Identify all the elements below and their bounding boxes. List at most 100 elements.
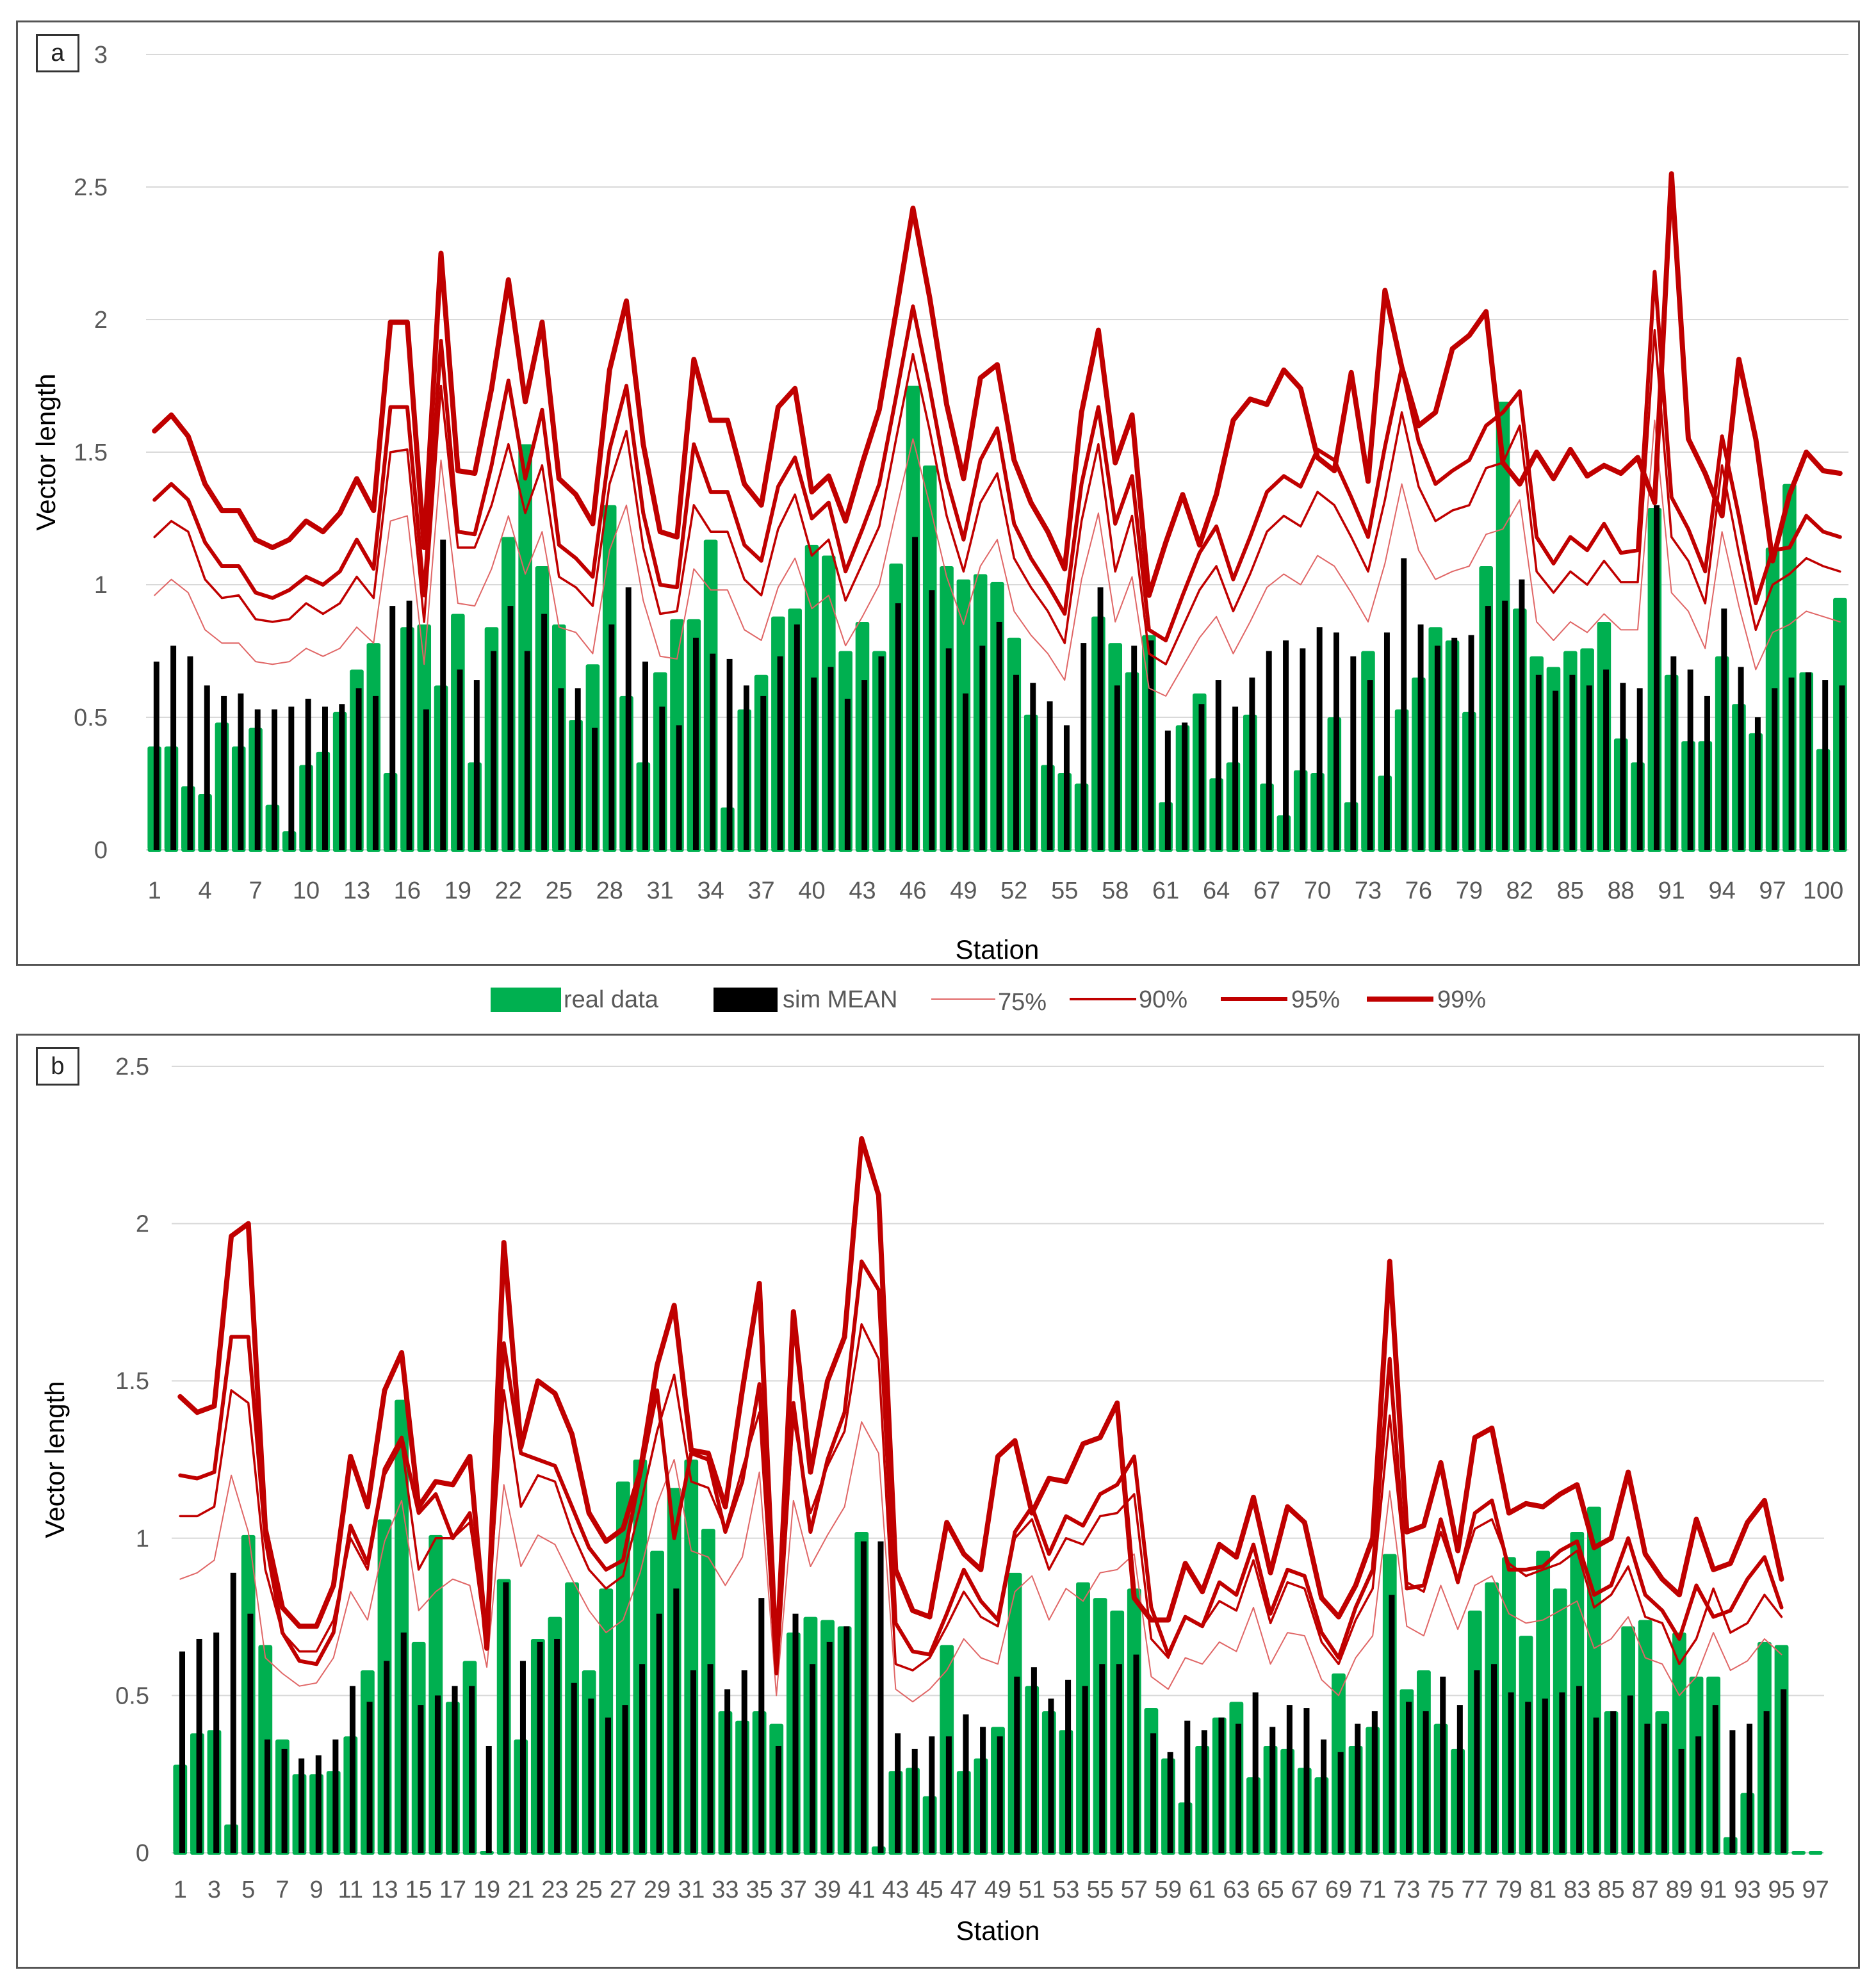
legend-swatch-real <box>491 988 561 1012</box>
x-tick-label: 55 <box>1086 1876 1113 1903</box>
x-tick-label: 45 <box>916 1876 943 1903</box>
x-tick-label: 75 <box>1427 1876 1454 1903</box>
sim-mean-bar <box>153 662 159 850</box>
sim-mean-bar <box>911 1748 918 1853</box>
sim-mean-bar <box>332 1739 339 1853</box>
x-tick-label: 67 <box>1253 877 1280 904</box>
x-tick-label: 37 <box>747 877 774 904</box>
sim-mean-bar <box>743 685 749 850</box>
x-tick-label: 7 <box>249 877 262 904</box>
y-tick-label: 0.5 <box>74 704 108 731</box>
sim-mean-bar <box>777 656 783 850</box>
legend-label-sim: sim MEAN <box>783 986 898 1013</box>
sim-mean-bar <box>179 1651 186 1853</box>
sim-mean-bar <box>1114 685 1120 850</box>
legend-swatch-sim <box>714 988 778 1012</box>
sim-mean-bar <box>1525 1702 1531 1853</box>
y-tick-label: 2 <box>94 307 108 334</box>
sim-mean-bar <box>1355 1723 1361 1853</box>
sim-mean-bar <box>963 693 968 850</box>
sim-mean-bar <box>1569 674 1576 850</box>
x-tick-label: 13 <box>343 877 370 904</box>
x-tick-label: 93 <box>1734 1876 1761 1903</box>
sim-mean-bar <box>1030 683 1036 850</box>
sim-mean-bar <box>811 677 817 850</box>
sim-mean-bar <box>1704 696 1710 850</box>
sim-mean-bar <box>1576 1686 1583 1853</box>
x-tick-label: 3 <box>208 1876 221 1903</box>
sim-mean-bar <box>1468 635 1474 850</box>
line-90 <box>153 329 1841 665</box>
x-tick-label: 28 <box>596 877 623 904</box>
legend-label-95: 95% <box>1291 986 1341 1013</box>
sim-mean-bar <box>605 1717 611 1853</box>
y-tick-label: 0 <box>136 1840 149 1867</box>
sim-mean-bar <box>912 537 918 850</box>
sim-mean-bar <box>1695 1736 1702 1853</box>
sim-mean-bar <box>676 725 682 850</box>
x-tick-label: 16 <box>394 877 421 904</box>
sim-mean-bar <box>810 1664 816 1853</box>
y-tick-label: 2 <box>136 1211 149 1238</box>
sim-mean-bar <box>1553 690 1559 850</box>
sim-mean-bar <box>588 1698 594 1853</box>
sim-mean-bar <box>1316 627 1323 850</box>
x-tick-label: 69 <box>1325 1876 1352 1903</box>
sim-mean-bar <box>1788 677 1795 850</box>
x-tick-label: 94 <box>1708 877 1735 904</box>
x-tick-label: 34 <box>697 877 724 904</box>
sim-mean-bar <box>860 1541 867 1853</box>
sim-mean-bar <box>1423 1711 1429 1853</box>
sim-mean-bar <box>524 651 530 850</box>
sim-mean-bar <box>457 669 463 850</box>
sim-mean-bar <box>1236 1723 1242 1853</box>
line-75 <box>179 1421 1782 1703</box>
sim-mean-bar <box>1116 1664 1122 1853</box>
line-99 <box>152 171 1843 598</box>
x-tick-label: 73 <box>1393 1876 1420 1903</box>
sim-mean-bar <box>1303 1708 1310 1853</box>
x-tick-label: 70 <box>1304 877 1331 904</box>
sim-mean-bar <box>1082 1686 1088 1853</box>
x-tick-label: 61 <box>1189 1876 1216 1903</box>
sim-mean-bar <box>656 1613 662 1853</box>
sim-mean-bar <box>406 600 412 850</box>
sim-mean-bar <box>264 1739 271 1853</box>
sim-mean-bar <box>366 1702 373 1853</box>
x-tick-label: 5 <box>241 1876 255 1903</box>
y-axis-title: Vector length <box>31 373 61 530</box>
sim-mean-bar <box>1738 667 1744 850</box>
x-tick-label: 27 <box>610 1876 637 1903</box>
sim-mean-bar <box>1367 680 1373 850</box>
sim-mean-bar <box>1535 674 1542 850</box>
legend-label-real: real data <box>564 986 658 1013</box>
sim-mean-bar <box>826 1641 833 1853</box>
sim-mean-bar <box>1350 656 1357 850</box>
sim-mean-bar <box>1712 1705 1718 1853</box>
sim-mean-bar <box>775 1745 781 1853</box>
sim-mean-bar <box>794 624 800 850</box>
sim-mean-bar <box>1687 669 1693 850</box>
sim-mean-bar <box>828 667 834 850</box>
sim-mean-bar <box>707 1664 714 1853</box>
x-tick-label: 89 <box>1666 1876 1693 1903</box>
sim-mean-bar <box>1389 1595 1395 1853</box>
x-tick-label: 97 <box>1759 877 1786 904</box>
sim-mean-bar <box>929 590 935 850</box>
x-tick-label: 67 <box>1291 1876 1318 1903</box>
x-tick-label: 11 <box>338 1876 363 1903</box>
sim-mean-bar <box>1670 656 1677 850</box>
sim-mean-bar <box>963 1714 969 1853</box>
y-tick-label: 1.5 <box>115 1368 149 1395</box>
sim-mean-bar <box>929 1736 935 1853</box>
y-tick-label: 1.5 <box>74 439 108 466</box>
sim-mean-bar <box>1491 1664 1497 1853</box>
sim-mean-bar <box>877 1541 884 1853</box>
sim-mean-bar <box>710 653 716 850</box>
x-tick-label: 23 <box>541 1876 568 1903</box>
x-tick-label: 49 <box>984 1876 1011 1903</box>
legend-label-99: 99% <box>1437 986 1487 1013</box>
panel-label-a: a <box>36 34 79 72</box>
sim-mean-bar <box>1822 680 1829 850</box>
sim-mean-bar <box>642 662 648 850</box>
